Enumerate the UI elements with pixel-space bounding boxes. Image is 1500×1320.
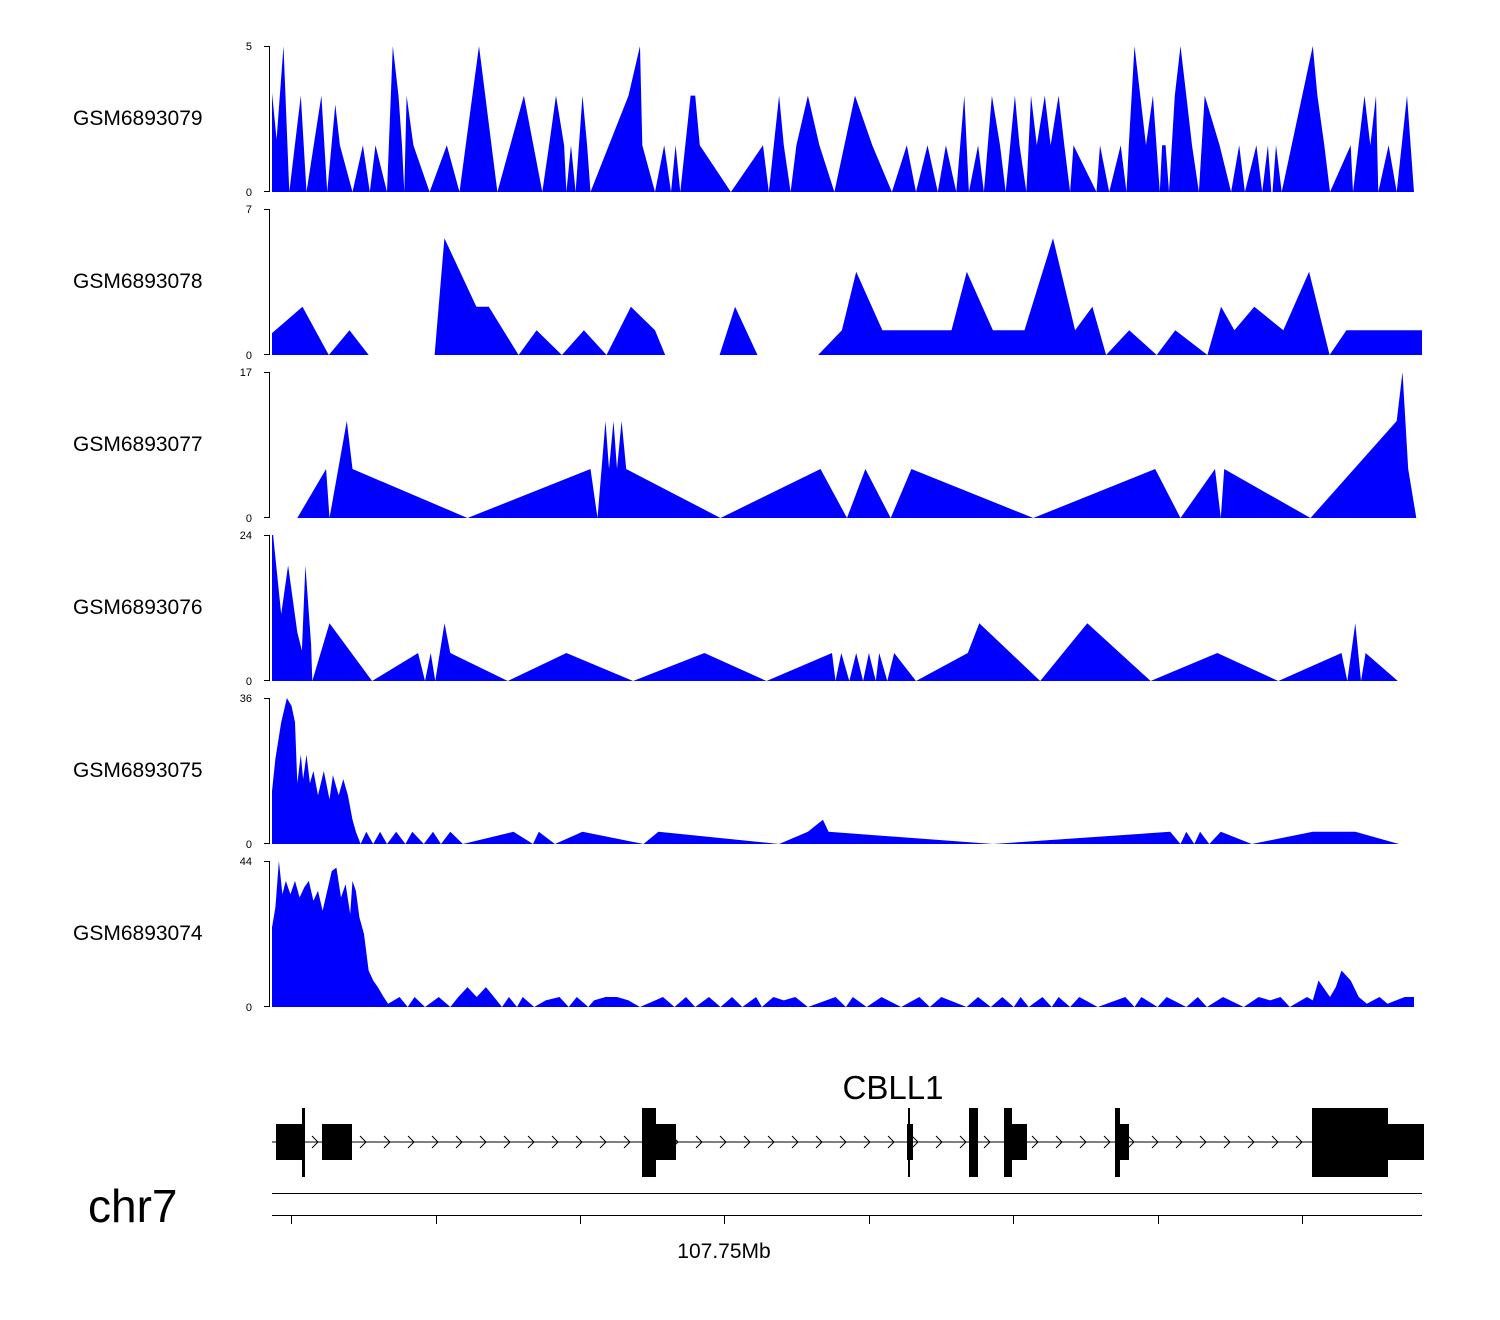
strand-arrow <box>959 1135 967 1149</box>
strand-arrow <box>1103 1135 1111 1149</box>
strand-arrow <box>791 1135 799 1149</box>
y-tick-label-max: 24 <box>240 530 252 542</box>
strand-arrow <box>935 1135 943 1149</box>
exon-block <box>1115 1108 1120 1177</box>
strand-arrow <box>383 1135 391 1149</box>
gene-track <box>272 1108 1424 1177</box>
strand-arrow <box>1223 1135 1231 1149</box>
strand-arrow <box>575 1135 583 1149</box>
track-gsm6893079: GSM6893079 5 0 <box>73 41 1414 199</box>
y-tick-label-min: 0 <box>246 676 252 688</box>
exon-block <box>1004 1108 1012 1177</box>
track-label: GSM6893074 <box>73 922 203 945</box>
strand-arrow <box>719 1135 727 1149</box>
strand-arrow <box>527 1135 535 1149</box>
coverage-area <box>272 46 1414 192</box>
strand-arrow <box>455 1135 463 1149</box>
track-gsm6893078: GSM6893078 7 0 <box>73 204 1422 362</box>
strand-arrow <box>1175 1135 1183 1149</box>
exon-block <box>1010 1124 1027 1160</box>
y-tick-label-max: 17 <box>240 367 252 379</box>
y-tick-label-max: 7 <box>246 204 252 216</box>
strand-arrow <box>359 1135 367 1149</box>
axis-tick-label: 107.75Mb <box>677 1240 770 1263</box>
coverage-area <box>297 372 1417 518</box>
exon-block <box>1312 1108 1388 1177</box>
coverage-area <box>272 535 1398 681</box>
strand-arrow <box>695 1135 703 1149</box>
strand-arrow <box>767 1135 775 1149</box>
strand-arrow <box>863 1135 871 1149</box>
strand-arrow <box>1055 1135 1063 1149</box>
strand-arrow <box>743 1135 751 1149</box>
strand-arrow <box>311 1135 319 1149</box>
y-tick-label-min: 0 <box>246 513 252 525</box>
y-tick-label-min: 0 <box>246 1002 252 1014</box>
strand-arrow <box>503 1135 511 1149</box>
strand-arrow <box>983 1135 991 1149</box>
exon-block <box>302 1108 305 1177</box>
genome-axis <box>272 1193 1422 1224</box>
y-tick-label-max: 36 <box>240 693 252 705</box>
strand-arrow <box>887 1135 895 1149</box>
y-tick-label-max: 5 <box>246 41 252 53</box>
track-gsm6893077: GSM6893077 17 0 <box>73 367 1417 525</box>
track-label: GSM6893079 <box>73 107 203 130</box>
strand-arrow <box>1247 1135 1255 1149</box>
track-label: GSM6893076 <box>73 596 203 619</box>
strand-arrow <box>1031 1135 1039 1149</box>
coverage-area <box>272 698 1404 844</box>
strand-arrow <box>1127 1135 1135 1149</box>
coverage-area <box>272 238 1422 355</box>
gene-name-label: CBLL1 <box>843 1069 944 1106</box>
strand-arrow <box>1079 1135 1087 1149</box>
coverage-area <box>272 861 1414 1007</box>
strand-arrow <box>551 1135 559 1149</box>
strand-arrow <box>839 1135 847 1149</box>
exon-block <box>276 1124 304 1160</box>
track-gsm6893074: GSM6893074 44 0 <box>73 856 1414 1014</box>
strand-arrow <box>599 1135 607 1149</box>
strand-arrow <box>479 1135 487 1149</box>
y-tick-label-max: 44 <box>240 856 252 868</box>
track-label: GSM6893077 <box>73 433 203 456</box>
y-tick-label-min: 0 <box>246 187 252 199</box>
exon-block <box>969 1108 978 1177</box>
y-tick-label-min: 0 <box>246 839 252 851</box>
strand-arrow <box>1151 1135 1159 1149</box>
y-tick-label-min: 0 <box>246 350 252 362</box>
exon-block <box>654 1124 676 1160</box>
exon-block <box>908 1108 910 1177</box>
strand-arrow <box>1199 1135 1207 1149</box>
exon-block <box>322 1124 352 1160</box>
track-label: GSM6893078 <box>73 270 203 293</box>
strand-arrow <box>1295 1135 1303 1149</box>
exon-block <box>1118 1124 1129 1160</box>
data-tracks: GSM689307950GSM689307870GSM6893077170GSM… <box>73 41 1422 1014</box>
exon-block <box>1386 1124 1424 1160</box>
strand-arrow <box>431 1135 439 1149</box>
strand-arrow <box>1271 1135 1279 1149</box>
strand-arrow <box>911 1135 919 1149</box>
chromosome-label: chr7 <box>88 1180 177 1232</box>
exon-block <box>642 1108 656 1177</box>
track-gsm6893075: GSM6893075 36 0 <box>73 693 1404 851</box>
strand-arrow <box>623 1135 631 1149</box>
strand-arrow <box>407 1135 415 1149</box>
track-gsm6893076: GSM6893076 24 0 <box>73 530 1398 688</box>
strand-arrow <box>815 1135 823 1149</box>
track-label: GSM6893075 <box>73 759 203 782</box>
